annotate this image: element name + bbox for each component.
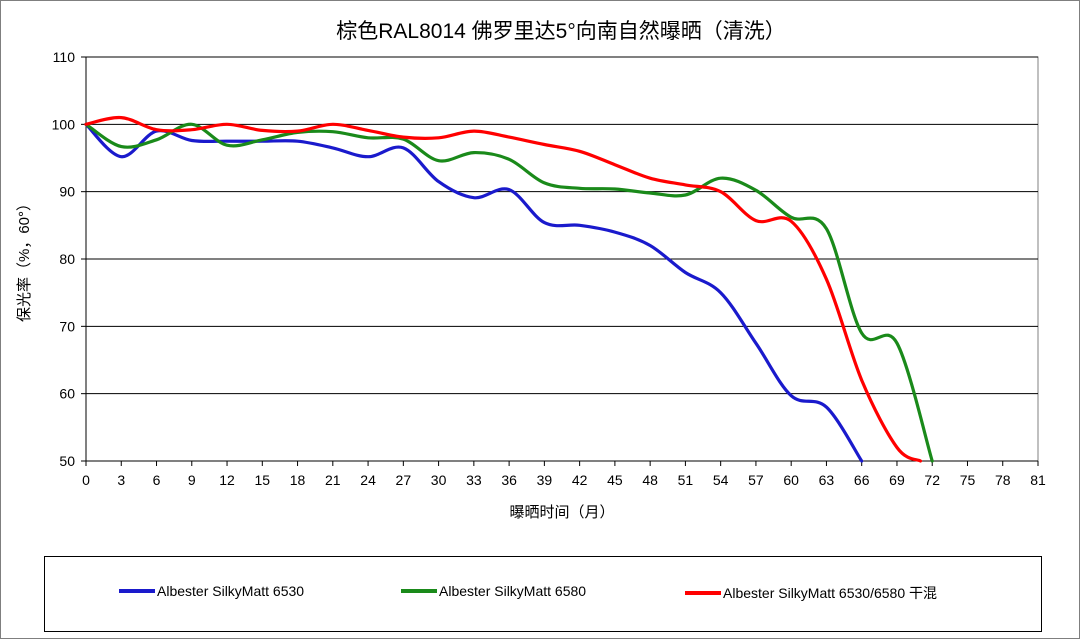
x-tick-label: 78 <box>995 472 1011 488</box>
chart-title: 棕色RAL8014 佛罗里达5°向南自然曝晒（清洗） <box>336 20 785 43</box>
x-tick-label: 24 <box>360 472 376 488</box>
x-tick-label: 33 <box>466 472 482 488</box>
legend-swatch-blue <box>119 589 155 593</box>
series-line-3 <box>84 115 923 463</box>
y-axis-label: 保光率（%，60°） <box>16 196 33 322</box>
x-tick-label: 60 <box>783 472 799 488</box>
y-tick-label: 110 <box>53 49 76 65</box>
x-tick-label: 15 <box>255 472 271 488</box>
x-tick-label: 0 <box>82 472 90 488</box>
y-tick-label: 60 <box>59 386 75 402</box>
x-tick-label: 3 <box>117 472 125 488</box>
y-tick-label: 80 <box>59 251 75 267</box>
x-tick-label: 66 <box>854 472 870 488</box>
x-tick-labels: 0 3 6 9 12 15 18 21 24 27 30 33 36 39 42 45 48 51 54 57 60 63… <box>82 461 1046 488</box>
x-tick-label: 48 <box>642 472 658 488</box>
legend-swatch-red <box>685 591 721 595</box>
x-tick-label: 51 <box>678 472 694 488</box>
legend-item-series-1: Albester SilkyMatt 6530 <box>119 583 304 599</box>
x-tick-label: 18 <box>290 472 306 488</box>
x-tick-label: 30 <box>431 472 447 488</box>
legend-item-series-2: Albester SilkyMatt 6580 <box>401 583 586 599</box>
y-tick-label: 70 <box>59 318 75 334</box>
legend-item-series-3: Albester SilkyMatt 6530/6580 干混 <box>685 583 937 603</box>
x-tick-label: 54 <box>713 472 729 488</box>
x-tick-label: 57 <box>748 472 764 488</box>
x-axis-label: 曝晒时间（月） <box>509 504 614 521</box>
x-tick-label: 39 <box>537 472 553 488</box>
x-tick-label: 27 <box>396 472 412 488</box>
x-tick-label: 81 <box>1030 472 1046 488</box>
series-line-2 <box>84 122 934 463</box>
y-tick-labels: 50 60 70 80 90 100 110 <box>52 49 86 469</box>
legend: Albester SilkyMatt 6530 Albester SilkyMa… <box>44 556 1042 632</box>
x-tick-label: 72 <box>924 472 940 488</box>
series-lines <box>84 115 934 463</box>
legend-swatch-green <box>401 589 437 593</box>
y-tick-label: 100 <box>52 116 76 132</box>
x-tick-label: 9 <box>188 472 196 488</box>
x-tick-label: 45 <box>607 472 623 488</box>
gridlines <box>86 56 1038 395</box>
legend-label: Albester SilkyMatt 6580 <box>439 583 587 599</box>
x-tick-label: 75 <box>960 472 976 488</box>
x-tick-label: 63 <box>819 472 835 488</box>
legend-label: Albester SilkyMatt 6530 <box>157 583 305 599</box>
legend-label: Albester SilkyMatt 6530/6580 干混 <box>723 585 937 601</box>
x-tick-label: 42 <box>572 472 588 488</box>
x-tick-label: 21 <box>325 472 341 488</box>
x-tick-label: 12 <box>219 472 235 488</box>
x-tick-label: 6 <box>153 472 161 488</box>
y-tick-label: 50 <box>59 453 75 469</box>
x-tick-label: 69 <box>889 472 905 488</box>
y-tick-label: 90 <box>59 184 75 200</box>
x-tick-label: 36 <box>501 472 517 488</box>
